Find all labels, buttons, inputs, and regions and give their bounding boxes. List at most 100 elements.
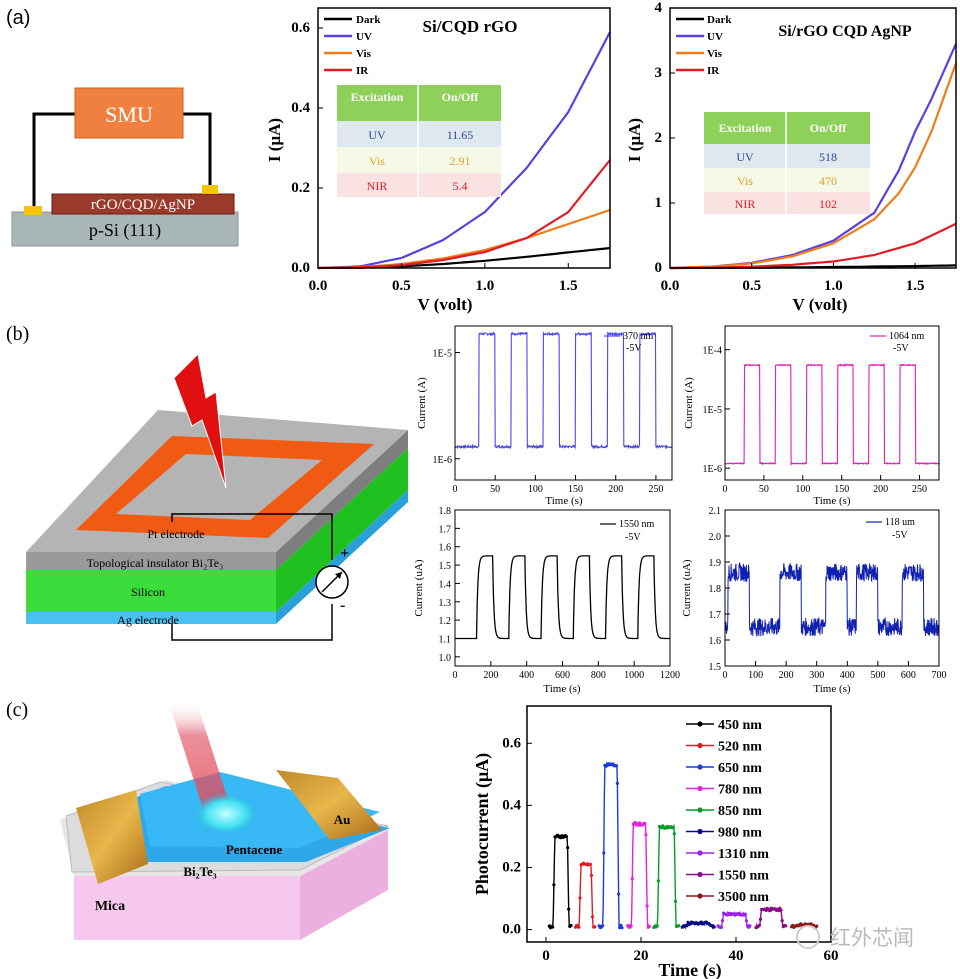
b2-xtick: 0 xyxy=(723,484,728,495)
b3-legend-sub: -5V xyxy=(625,532,641,543)
c1-legend-label: 520 nm xyxy=(718,740,762,755)
b1-xtick: 200 xyxy=(608,484,623,495)
b4-xtick: 0 xyxy=(723,670,728,681)
b2-legend-label: 1064 nm xyxy=(889,331,925,342)
a1-yticks: 0.0 0.2 0.4 0.6 xyxy=(291,20,323,276)
b3-ytick: 1.2 xyxy=(439,616,452,627)
c1-legend-marker xyxy=(697,893,703,899)
a1-ytick: 0.6 xyxy=(291,20,310,36)
chart-b2: 0 50 100 150 200 250 1E-6 1E-5 1E-4 Time… xyxy=(683,325,940,507)
a1-series-vis xyxy=(317,208,611,270)
b4-xtick: 500 xyxy=(870,670,885,681)
b4-xtick: 200 xyxy=(779,670,794,681)
a2-table-cell: NIR xyxy=(735,197,756,211)
c1-point xyxy=(619,923,623,927)
mica-side xyxy=(300,830,388,940)
film-layer xyxy=(51,193,235,215)
a1-table-row-nir xyxy=(337,173,501,197)
a1-table-cell: 2.91 xyxy=(450,154,471,168)
ag-layer-front xyxy=(26,612,276,624)
b1-legend-sub: -5V xyxy=(626,343,642,354)
b1-series-group xyxy=(454,330,673,450)
c1-point xyxy=(784,924,788,928)
watermark: 红外芯闻 xyxy=(796,925,914,950)
a2-xtick: 1.0 xyxy=(824,278,843,294)
c1-legend-marker xyxy=(697,828,703,835)
c1-point xyxy=(644,833,648,837)
smu-wire-right xyxy=(183,112,212,186)
a1-xtick: 0.5 xyxy=(392,278,411,294)
b3-xtick: 600 xyxy=(555,670,570,681)
b4-ytick: 1.5 xyxy=(709,662,722,673)
laser-spot xyxy=(192,792,260,836)
a2-table-cell: UV xyxy=(736,150,754,164)
b3-ytick: 1.3 xyxy=(439,598,452,609)
b3-ytick: 1.4 xyxy=(439,579,452,590)
c1-point xyxy=(564,834,569,839)
b1-legend-label: 370 nm xyxy=(623,331,654,342)
ag-label: Ag electrode xyxy=(117,613,179,627)
chart-c1: 0 20 40 60 0.0 0.2 0.4 0.6 Time (s) Phot… xyxy=(472,705,839,979)
c1-legend-label: 980 nm xyxy=(718,826,762,841)
panel-label-c: (c) xyxy=(6,699,28,721)
au-electrode-right xyxy=(276,770,382,840)
c1-point xyxy=(712,925,716,929)
b4-xtick: 100 xyxy=(748,670,763,681)
a1-table-row-vis xyxy=(337,147,501,173)
b3-xtick: 1200 xyxy=(660,670,680,681)
a2-ytick: 4 xyxy=(655,0,663,16)
chart-b1: 0 50 100 150 200 250 1E-6 1E-5 Time (s) … xyxy=(416,325,673,507)
a1-xtick: 1.5 xyxy=(559,278,578,294)
b4-legend-sub: -5V xyxy=(892,530,908,541)
b2-legend-sub: -5V xyxy=(893,343,909,354)
a2-table-cell: 518 xyxy=(819,150,837,164)
c1-xtick: 60 xyxy=(824,948,839,964)
a1-plot-frame xyxy=(317,7,611,269)
a1-title: Si/CQD rGO xyxy=(423,17,518,36)
b1-series-line xyxy=(454,330,673,450)
c1-point xyxy=(673,899,678,904)
b4-xtick: 700 xyxy=(932,670,947,681)
a1-xtick: 1.0 xyxy=(475,278,494,294)
b3-ytick: 1.0 xyxy=(439,653,452,664)
a1-xticks: 0.0 0.5 1.0 1.5 xyxy=(309,263,578,294)
pt-label: Pt electrode xyxy=(148,527,205,541)
a2-table-row-vis xyxy=(704,168,870,192)
b1-xtick: 150 xyxy=(568,484,583,495)
b4-xticks: 0 100 200 300 400 500 600 700 xyxy=(723,661,947,681)
a1-table-cell: 11.65 xyxy=(447,128,474,142)
schematic-c: Au Pentacene Bi₂Te₃ Mica xyxy=(60,700,390,940)
watermark-text: 红外芯闻 xyxy=(830,926,914,950)
a2-onoff-table: Excitation On/Off UV 518 Vis 470 NIR 102 xyxy=(704,112,870,214)
c1-point xyxy=(615,781,620,786)
b4-ytick: 1.7 xyxy=(709,610,722,621)
b2-xtick: 250 xyxy=(912,484,927,495)
b3-series-group xyxy=(455,555,670,640)
au-electrode-left xyxy=(76,790,148,884)
chart-b3: 0 200 400 600 800 1000 1200 1.0 1.1 1.2 … xyxy=(413,506,680,695)
a2-ytick: 0 xyxy=(655,260,663,276)
a2-ylabel: I (μA) xyxy=(625,118,644,162)
c1-point xyxy=(590,915,595,919)
b4-ytick: 1.6 xyxy=(709,636,722,647)
c1-point xyxy=(577,925,581,929)
c1-plot-frame xyxy=(526,705,832,943)
b3-xtick: 800 xyxy=(591,670,606,681)
b3-legend-label: 1550 nm xyxy=(619,519,655,530)
c1-point xyxy=(779,908,783,912)
c1-ytick: 0.2 xyxy=(502,859,521,875)
b4-legend-label: 118 um xyxy=(885,517,915,528)
a1-series-ir xyxy=(317,159,611,270)
b2-ylabel: Current (A) xyxy=(683,377,695,429)
c1-point xyxy=(815,924,819,928)
c1-point xyxy=(601,924,605,928)
c1-series-850-nm xyxy=(653,823,680,928)
b3-xtick: 1000 xyxy=(624,670,644,681)
a1-table-row-uv xyxy=(337,121,501,147)
b1-xtick: 100 xyxy=(528,484,543,495)
lightning-bolt-icon xyxy=(173,352,227,489)
c1-series-780-nm xyxy=(627,820,651,930)
c1-series-450-nm xyxy=(548,834,573,931)
chart-b4: 0 100 200 300 400 500 600 700 1.5 1.6 1.… xyxy=(681,506,947,695)
b1-yticks: 1E-6 1E-5 xyxy=(433,349,460,466)
